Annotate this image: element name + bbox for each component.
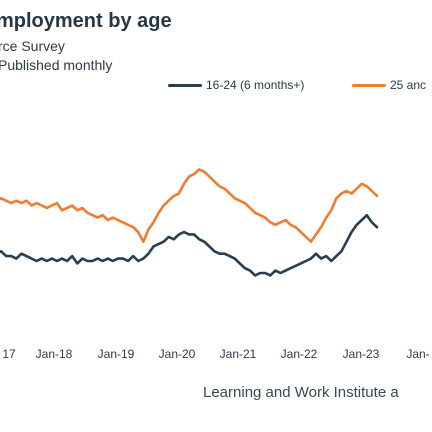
- x-tick-label: Jan-22: [281, 347, 318, 361]
- x-tick-label: Jan-18: [36, 347, 73, 361]
- plot-lines: [0, 168, 379, 277]
- chart-note: Published monthly: [0, 57, 113, 73]
- legend-item-adult: 25 anc: [352, 77, 426, 93]
- series-line-16-24: [0, 213, 379, 277]
- x-tick-label: Jan-23: [343, 347, 380, 361]
- legend-item-youth: 16-24 (6 months+): [168, 77, 304, 93]
- x-tick-label: Jan-20: [159, 347, 196, 361]
- x-axis-ticks: 17 Jan-18 Jan-19 Jan-20 Jan-21 Jan-22 Jan-23 Ja…: [2, 347, 429, 361]
- x-tick-label: Jan-: [406, 347, 429, 361]
- x-tick-label: Jan-19: [98, 347, 135, 361]
- chart-title: mployment by age: [0, 10, 172, 32]
- legend-swatch-youth: [168, 83, 202, 87]
- chart-subtitle: rce Survey: [0, 38, 65, 54]
- legend-label-youth: 16-24 (6 months+): [206, 78, 305, 92]
- legend-swatch-adult: [352, 83, 386, 87]
- x-tick-label: 17: [2, 347, 16, 361]
- x-tick-label: Jan-21: [220, 347, 257, 361]
- legend-label-adult: 25 anc: [390, 78, 427, 92]
- chart-source: Learning and Work Institute a: [203, 384, 399, 401]
- series-line-25-and-over: [0, 168, 379, 243]
